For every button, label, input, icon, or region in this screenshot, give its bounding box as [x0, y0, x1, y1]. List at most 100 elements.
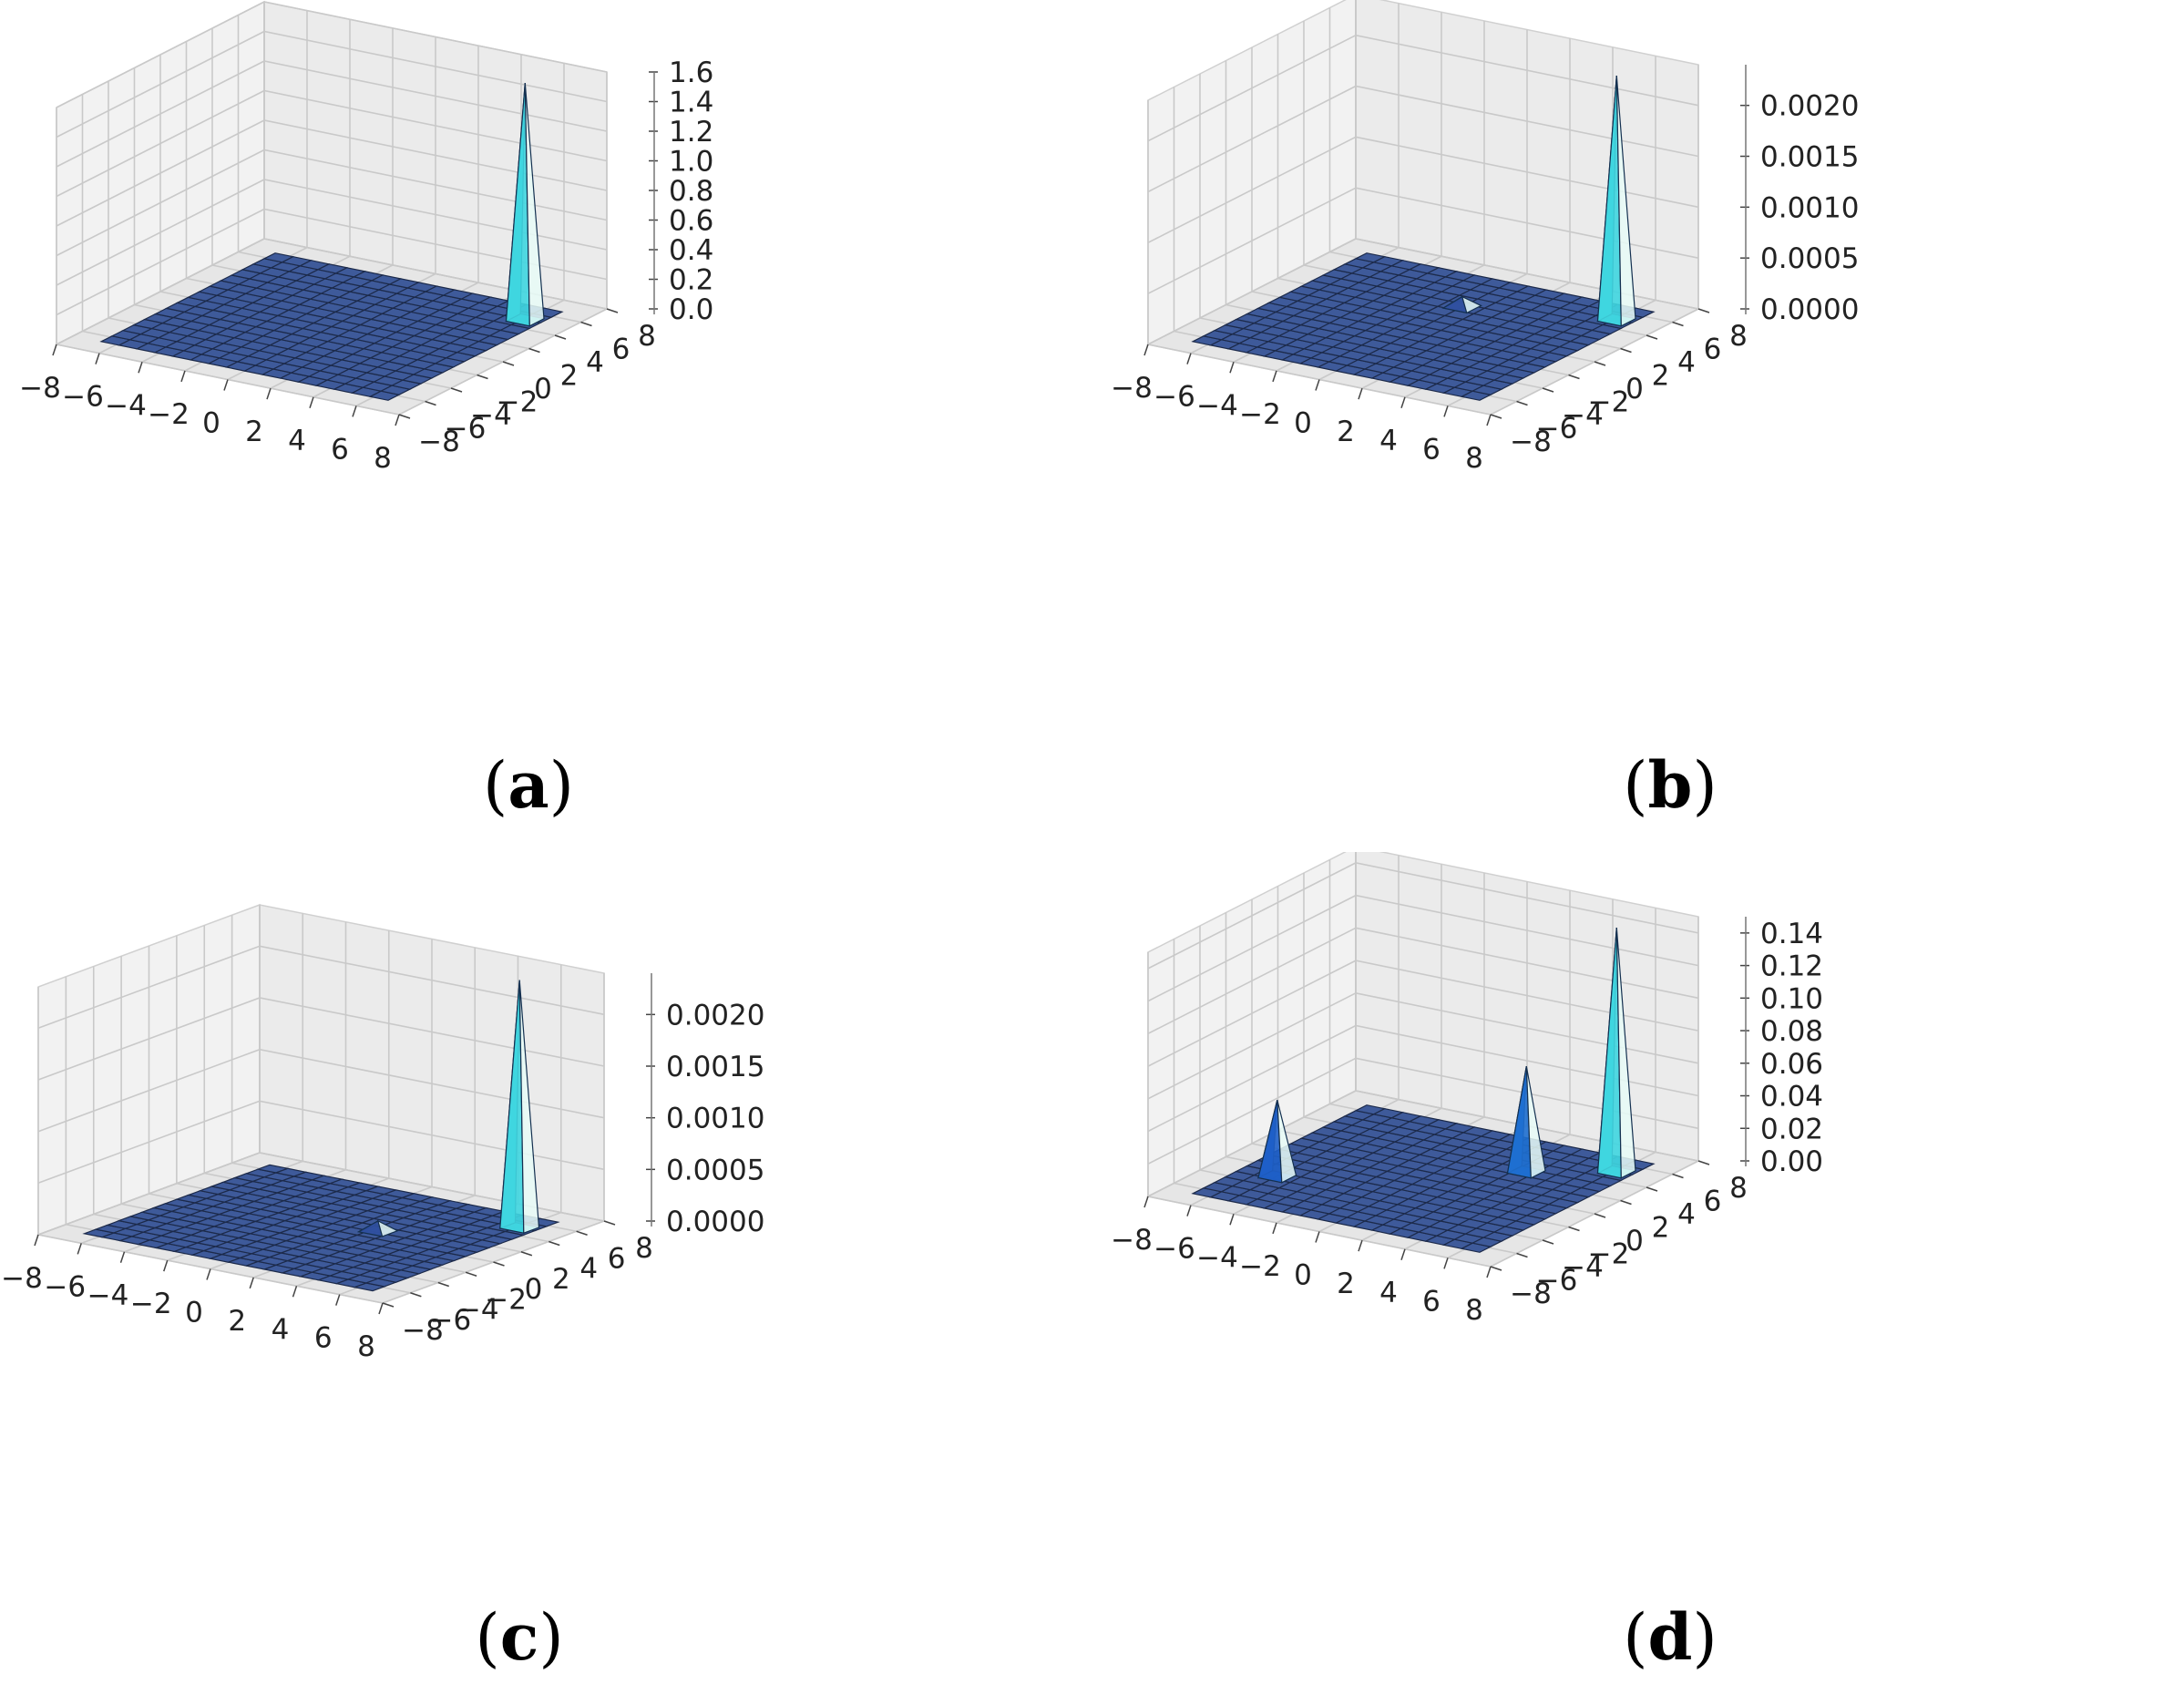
- y-tick-label: −6: [1536, 413, 1578, 446]
- y-tick-label: −4: [1562, 1251, 1604, 1284]
- z-tick-label: 0.0020: [666, 999, 764, 1032]
- surface-plot-a: −8 −6 −4 −2 0 2 4 6 8 −8−6−4−20 2 4 6 80.00.20.40.60.…: [19, 0, 713, 475]
- y-tick-label: −6: [430, 1304, 472, 1337]
- y-tick-label: −6: [1536, 1265, 1578, 1298]
- y-tick-label: −4: [470, 399, 512, 432]
- x-tick-label: 0: [202, 407, 220, 440]
- caption-b: (b): [1623, 747, 1717, 823]
- z-tick-label: 0.0015: [1760, 141, 1859, 174]
- y-tick-label: 2: [560, 360, 579, 393]
- x-tick-label: −4: [1196, 1241, 1238, 1274]
- y-tick-label: 2: [1652, 360, 1670, 393]
- x-tick-label: 0: [1294, 407, 1312, 440]
- x-tick-label: 6: [331, 433, 349, 466]
- tick-labels: −8 −6 −4 −2 0 2 4 6 8 −8−6−4−20 2 4 6 80.00000.00050.…: [1111, 65, 1859, 475]
- z-tick-label: 0.0005: [666, 1154, 764, 1186]
- x-tick-label: −8: [1111, 372, 1153, 405]
- x-tick-label: 0: [1294, 1259, 1312, 1292]
- x-tick-label: 6: [1422, 1285, 1441, 1318]
- surface-mesh: [99, 252, 564, 401]
- y-tick-label: 4: [586, 346, 604, 379]
- y-tick-label: 6: [612, 334, 631, 366]
- x-tick-label: −4: [105, 389, 147, 422]
- y-tick-label: 8: [635, 1232, 653, 1265]
- y-tick-label: −6: [445, 413, 487, 446]
- z-tick-label: 0.0020: [1760, 90, 1859, 123]
- z-tick-label: 0.12: [1760, 950, 1823, 983]
- z-tick-label: 0.4: [669, 234, 713, 267]
- peak: [356, 1219, 400, 1237]
- y-tick-label: −8: [418, 426, 460, 458]
- z-tick-label: 0.0005: [1760, 242, 1859, 275]
- y-tick-label: 0: [1625, 1225, 1644, 1257]
- z-tick-label: 0.00: [1760, 1145, 1823, 1178]
- z-tick-label: 0.0015: [666, 1051, 764, 1083]
- x-tick-label: 8: [1465, 442, 1483, 475]
- y-tick-label: −2: [1588, 386, 1630, 419]
- x-tick-label: −2: [130, 1288, 172, 1320]
- y-tick-label: 8: [638, 320, 656, 353]
- caption-d: (d): [1623, 1599, 1717, 1675]
- y-tick-label: 4: [1677, 1198, 1696, 1231]
- z-tick-label: 0.02: [1760, 1113, 1823, 1145]
- x-tick-label: 0: [185, 1297, 203, 1329]
- panel-d: −8 −6 −4 −2 0 2 4 6 8 −8 −6 −4 −2 0 2 4 6 8 0.00 0.02 0.04 0.…: [1092, 852, 2183, 1704]
- peak: [1256, 1100, 1298, 1184]
- y-tick-label: 6: [608, 1242, 626, 1275]
- z-tick-label: 0.6: [669, 205, 713, 238]
- z-tick-label: 0.06: [1760, 1048, 1823, 1081]
- x-tick-label: −6: [62, 381, 104, 414]
- y-tick-label: 0: [525, 1273, 543, 1306]
- z-tick-label: 0.0000: [666, 1206, 764, 1238]
- y-tick-label: 0: [1625, 373, 1644, 405]
- x-tick-label: 6: [314, 1322, 333, 1355]
- x-tick-label: 8: [1465, 1294, 1483, 1327]
- z-tick-label: 1.4: [669, 87, 713, 119]
- y-tick-label: 0: [534, 373, 552, 405]
- y-tick-label: −4: [1562, 399, 1604, 432]
- y-tick-label: −8: [1510, 1278, 1552, 1310]
- y-tick-label: 8: [1729, 1172, 1748, 1205]
- tick-labels: −8 −6 −4 −2 0 2 4 6 8 −8−6−4−20 2 4 6 80.000.020.040.…: [1111, 917, 1823, 1327]
- z-tick-label: 0.0010: [1760, 191, 1859, 224]
- y-tick-label: −2: [485, 1283, 527, 1316]
- tick-labels: −8 −6 −4 −2 0 2 4 6 8 −8−6−4−20 2 4 6 80.00.20.40.60.…: [19, 56, 713, 475]
- z-tick-label: 0.08: [1760, 1015, 1823, 1048]
- x-tick-label: −2: [1239, 1250, 1281, 1283]
- y-tick-label: 2: [552, 1263, 570, 1296]
- y-tick-label: 6: [1704, 1186, 1722, 1218]
- y-tick-label: 4: [579, 1253, 598, 1286]
- z-tick-label: 1.2: [669, 116, 713, 149]
- z-tick-label: 0.0000: [1760, 293, 1859, 326]
- z-tick-label: 0.2: [669, 264, 713, 297]
- z-tick-label: 0.8: [669, 175, 713, 208]
- z-tick-label: 0.0010: [666, 1103, 764, 1135]
- y-tick-label: 2: [1652, 1212, 1670, 1245]
- surface-plot-d: −8 −6 −4 −2 0 2 4 6 8 −8−6−4−20 2 4 6 80.000.020.040.…: [1111, 852, 1823, 1327]
- z-tick-label: 1.6: [669, 56, 713, 89]
- x-tick-label: 4: [288, 425, 306, 457]
- x-tick-label: −6: [1154, 1233, 1195, 1266]
- panel-a: −8 −6 −4 −2 0 2 4 6 8 −8 −6 −4 −2 0 2 4 6 8 0.0 0.2 0.4 0.6 0.…: [0, 0, 1092, 852]
- x-tick-label: −8: [1111, 1224, 1153, 1257]
- peak: [497, 980, 541, 1235]
- x-tick-label: 2: [1337, 1268, 1355, 1300]
- x-tick-label: 8: [357, 1330, 375, 1363]
- x-tick-label: −6: [44, 1270, 86, 1303]
- peak: [1596, 928, 1637, 1179]
- x-tick-label: 4: [272, 1313, 290, 1346]
- x-tick-label: 6: [1422, 433, 1441, 466]
- x-tick-label: −2: [148, 398, 190, 431]
- x-tick-label: −6: [1154, 381, 1195, 414]
- x-tick-label: −8: [19, 372, 61, 405]
- caption-c: (c): [475, 1599, 564, 1675]
- peak: [1505, 1065, 1547, 1179]
- x-tick-label: −4: [87, 1279, 129, 1312]
- y-tick-label: −2: [1588, 1238, 1630, 1271]
- x-tick-label: −2: [1239, 398, 1281, 431]
- x-tick-label: 2: [245, 416, 263, 448]
- x-tick-label: 8: [374, 442, 392, 475]
- surface-plot-b: −8 −6 −4 −2 0 2 4 6 8 −8−6−4−20 2 4 6 80.00000.00050.…: [1111, 0, 1859, 475]
- y-tick-label: 4: [1677, 346, 1696, 379]
- z-tick-label: 0.14: [1760, 918, 1823, 950]
